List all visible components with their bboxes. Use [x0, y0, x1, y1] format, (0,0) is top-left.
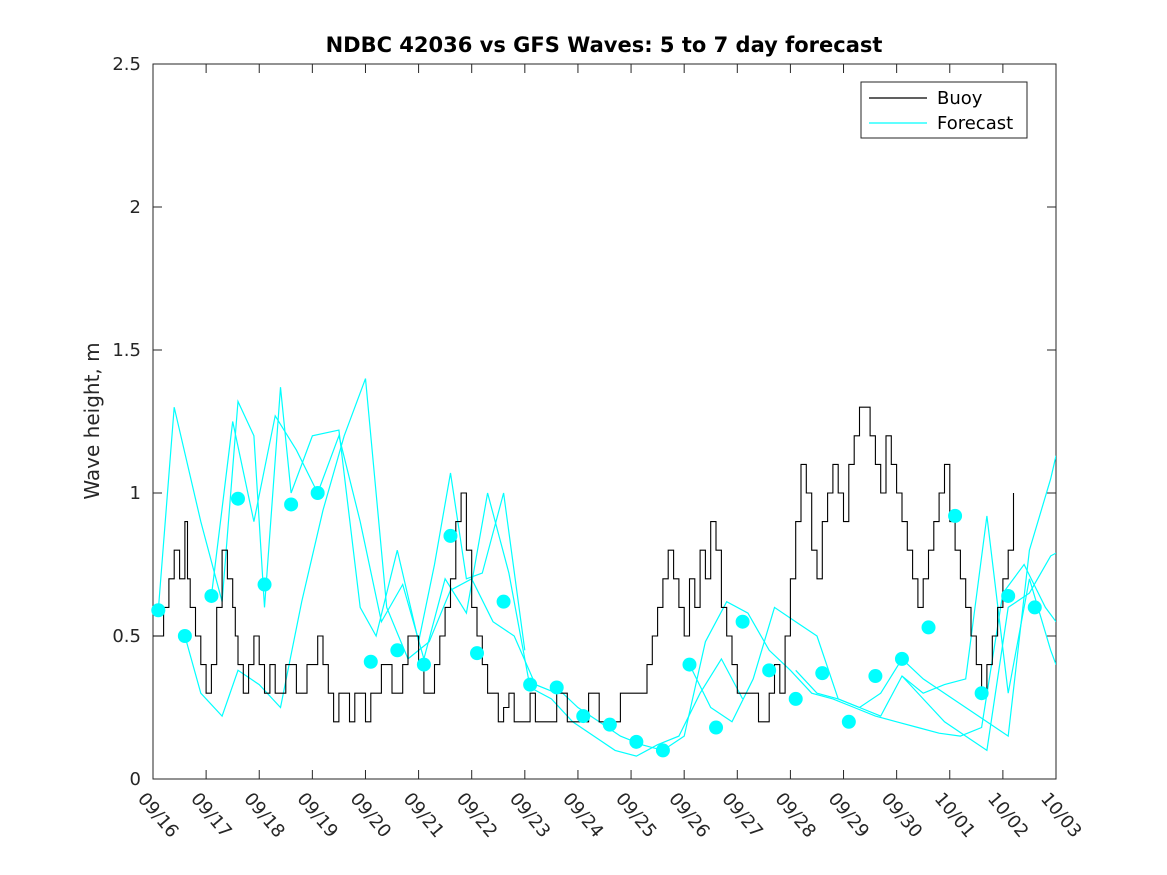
buoy-series-line — [153, 406, 1015, 723]
forecast-marker — [390, 643, 405, 658]
forecast-run-line — [795, 515, 1056, 717]
forecast-marker — [230, 491, 245, 506]
forecast-marker — [815, 666, 830, 681]
forecast-marker — [894, 651, 909, 666]
forecast-marker — [788, 691, 803, 706]
forecast-marker — [284, 497, 299, 512]
forecast-marker — [363, 654, 378, 669]
forecast-marker — [416, 657, 431, 672]
forecast-run-line — [210, 414, 744, 757]
forecast-marker — [204, 588, 219, 603]
forecast-marker — [310, 486, 325, 500]
forecast-marker — [974, 686, 989, 701]
forecast-marker — [921, 620, 936, 635]
forecast-run-line — [688, 455, 1056, 738]
legend-entry-buoy-label: Buoy — [937, 88, 983, 109]
forecast-marker — [682, 657, 697, 672]
forecast-marker — [948, 508, 963, 523]
forecast-marker — [151, 603, 166, 618]
legend-entry-forecast-label: Forecast — [937, 113, 1013, 134]
forecast-run-line — [157, 387, 526, 651]
forecast-marker — [602, 717, 617, 732]
forecast-marker — [257, 577, 272, 592]
forecast-marker — [735, 614, 750, 629]
forecast-marker — [762, 663, 777, 678]
legend-box — [860, 81, 1028, 139]
forecast-run-line — [901, 552, 1056, 752]
chart-title: NDBC 42036 vs GFS Waves: 5 to 7 day fore… — [326, 33, 883, 57]
y-tick-label: 0 — [130, 769, 141, 790]
forecast-marker — [523, 677, 538, 692]
forecast-marker — [1001, 588, 1016, 603]
forecast-marker — [655, 743, 670, 758]
forecast-marker — [496, 594, 511, 609]
forecast-marker — [549, 680, 564, 695]
forecast-marker — [841, 714, 856, 729]
y-tick-label: 1 — [130, 483, 141, 504]
y-tick-label: 1.5 — [112, 340, 141, 361]
forecast-marker — [629, 734, 644, 749]
y-tick-label: 2 — [130, 197, 141, 218]
axes-frame — [152, 63, 1057, 780]
forecast-marker — [1027, 600, 1042, 615]
y-tick-label: 2.5 — [112, 54, 141, 75]
y-axis-label: Wave height, m — [80, 342, 104, 499]
y-tick-label: 0.5 — [112, 626, 141, 647]
forecast-marker — [470, 646, 485, 661]
forecast-marker — [868, 669, 883, 684]
forecast-marker — [576, 709, 591, 724]
forecast-marker — [443, 528, 458, 543]
forecast-run-line — [184, 378, 557, 718]
forecast-marker — [709, 720, 724, 735]
forecast-marker — [177, 629, 192, 643]
